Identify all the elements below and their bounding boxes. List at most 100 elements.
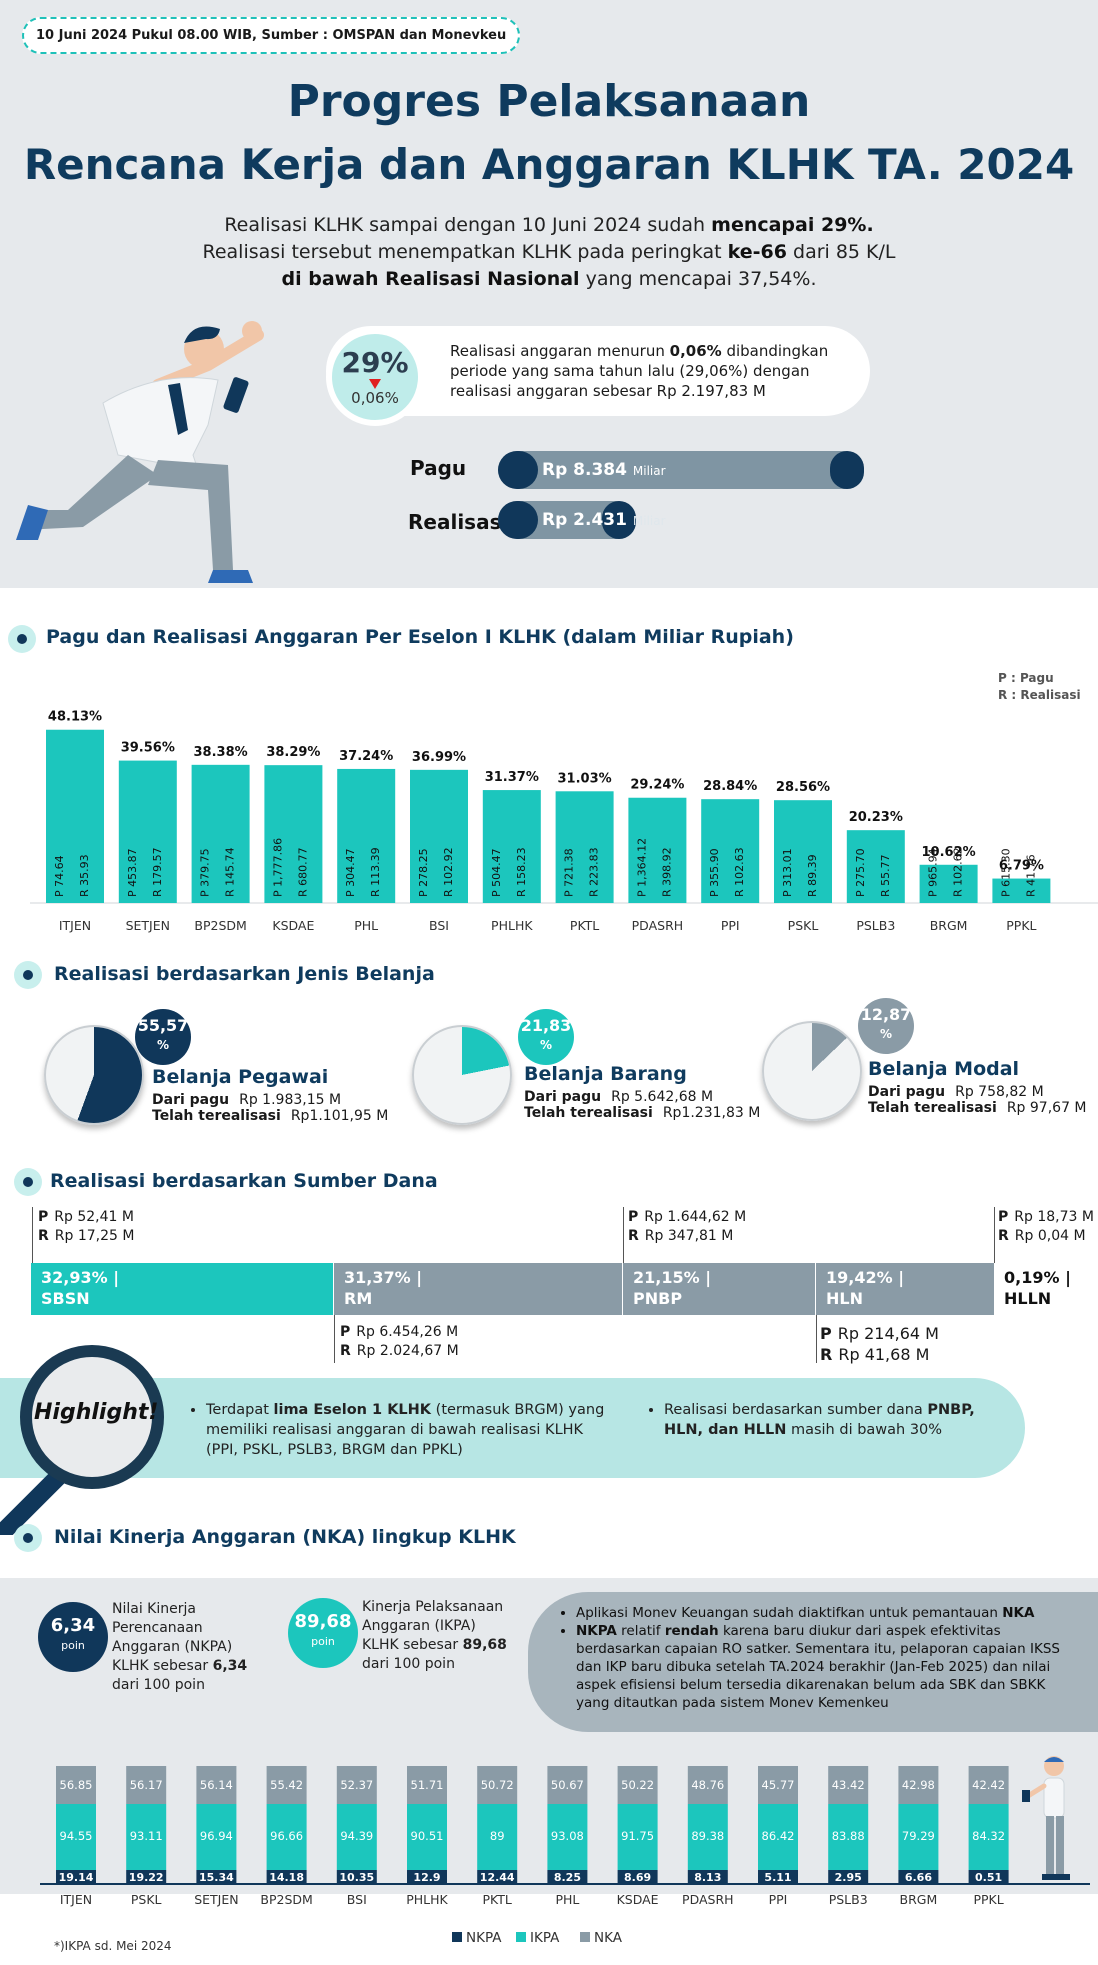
nkpa-bar: [196, 1870, 237, 1884]
ikpa-bar: [898, 1804, 939, 1870]
page-title-line1: Progres Pelaksanaan: [287, 76, 811, 127]
nka-bar: [56, 1766, 96, 1804]
eselon-percent-label: 28.84%: [703, 779, 757, 794]
eselon-category-label: PKTL: [570, 918, 599, 933]
nka-category-label: PHL: [555, 1892, 579, 1907]
nka-value-label: 50.22: [621, 1778, 654, 1792]
nkpa-badge: 6,34 poin: [38, 1602, 108, 1672]
nkpa-value-label: 8.13: [694, 1871, 721, 1884]
nka-value-label: 52.37: [340, 1778, 373, 1792]
nka-category-label: SETJEN: [194, 1892, 238, 1907]
ikpa-bar: [56, 1804, 96, 1870]
section-title-nka: Nilai Kinerja Anggaran (NKA) lingkup KLH…: [54, 1526, 516, 1548]
nkpa-value-label: 12.44: [480, 1871, 515, 1884]
belanja-percent-badge: 12,87%: [858, 998, 914, 1054]
nkpa-value-label: 8.25: [554, 1871, 581, 1884]
nkpa-bar: [617, 1870, 658, 1884]
eselon-realisasi-label: R 680.77: [296, 847, 309, 897]
ikpa-bar: [126, 1804, 167, 1870]
rm-connector: [334, 1315, 335, 1363]
pagu-bar-start: [498, 451, 538, 489]
nka-value-label: 50.67: [551, 1778, 584, 1792]
eselon-pagu-label: P 275.70: [854, 848, 867, 897]
pnbp-connector: [623, 1207, 624, 1263]
dana-segment-sbsn: 32,93% | SBSN: [31, 1263, 333, 1315]
nka-category-label: PSKL: [131, 1892, 162, 1907]
eselon-pagu-label: P 1,777.86: [271, 838, 284, 897]
eselon-percent-label: 39.56%: [121, 741, 175, 756]
belanja-values: Dari pagu Rp 5.642,68 M Telah terealisasi R…: [524, 1089, 761, 1121]
eselon-bar: [410, 769, 468, 903]
nka-category-label: ITJEN: [60, 1892, 92, 1907]
highlight-item-1: Terdapat lima Eselon 1 KLHK (termasuk BR…: [188, 1400, 618, 1460]
nka-bar: [758, 1766, 798, 1804]
nka-value-label: 50.72: [481, 1778, 514, 1792]
nka-value-label: 43.42: [832, 1778, 865, 1792]
nkpa-bar: [898, 1870, 939, 1884]
belanja-percent-badge: 55,57%: [135, 1009, 191, 1065]
eselon-percent-label: 36.99%: [412, 750, 466, 765]
ikpa-value-label: 89.38: [691, 1829, 724, 1843]
sbsn-connector: [32, 1207, 33, 1263]
legend-swatch: [580, 1932, 590, 1942]
ikpa-value-label: 94.55: [60, 1829, 93, 1843]
eselon-pagu-label: P 965.94: [927, 848, 940, 897]
eselon-category-label: BRGM: [930, 918, 968, 933]
nka-category-label: BRGM: [900, 1892, 938, 1907]
eselon-percent-label: 29.24%: [630, 778, 684, 793]
eselon-category-label: PDASRH: [632, 918, 684, 933]
eselon-realisasi-label: R 179.57: [151, 847, 164, 897]
legend-label: NKA: [594, 1930, 623, 1946]
realization-percent-badge: 29% 0,06%: [326, 328, 424, 426]
ikpa-value-label: 89: [490, 1829, 505, 1843]
eselon-realisasi-label: R 223.83: [588, 847, 601, 897]
nkpa-bar: [477, 1870, 518, 1884]
belanja-values: Dari pagu Rp 1.983,15 M Telah terealisasi R…: [152, 1092, 389, 1124]
ikpa-bar: [477, 1804, 518, 1870]
down-arrow-icon: [369, 379, 381, 389]
nkpa-bar: [968, 1870, 1009, 1884]
nka-bar: [828, 1766, 869, 1804]
nka-value-label: 48.76: [691, 1778, 724, 1792]
eselon-bar: [846, 830, 905, 903]
nkpa-value-label: 0.51: [975, 1871, 1002, 1884]
eselon-pagu-label: P 278.25: [417, 848, 430, 897]
nka-stacked-chart: 19.14 94.55 56.85 ITJEN 19.22 93.11 56.17 PSKL 1…: [40, 1766, 1090, 1946]
eselon-realisasi-label: R 102.92: [442, 847, 455, 897]
nkpa-value-label: 15.34: [199, 1871, 234, 1884]
nka-bar: [336, 1766, 377, 1804]
ikpa-description: Kinerja Pelaksanaan Anggaran (IKPA) KLHK…: [362, 1599, 507, 1672]
ikpa-bar: [617, 1804, 658, 1870]
eselon-percent-label: 37.24%: [339, 749, 393, 764]
eselon-pagu-label: P 379.75: [199, 848, 212, 897]
ikpa-bar: [968, 1804, 1009, 1870]
belanja-percent-badge: 21,83%: [518, 1009, 574, 1065]
eselon-percent-label: 38.38%: [194, 745, 248, 760]
eselon-category-label: PHLHK: [491, 918, 533, 933]
eselon-realisasi-label: R 55.77: [879, 854, 892, 897]
eselon-percent-label: 6.79%: [999, 859, 1044, 874]
nka-bar: [196, 1766, 237, 1804]
eselon-percent-label: 10.62%: [922, 845, 976, 860]
eselon-category-label: SETJEN: [126, 918, 170, 933]
ikpa-bar: [407, 1804, 447, 1870]
nka-value-label: 56.85: [60, 1778, 93, 1792]
source-badge: 10 Juni 2024 Pukul 08.00 WIB, Sumber : O…: [22, 17, 521, 54]
eselon-realisasi-label: R 398.92: [660, 847, 673, 897]
nkpa-value-label: 8.69: [624, 1871, 651, 1884]
highlight-item-2: Realisasi berdasarkan sumber dana PNBP, …: [646, 1400, 1006, 1440]
eselon-realisasi-label: R 113.39: [369, 847, 382, 897]
eselon-pagu-label: P 1,364.12: [635, 838, 648, 897]
nkpa-value-label: 19.22: [129, 1871, 164, 1884]
eselon-category-label: PPI: [721, 918, 740, 933]
section-bullet-icon: [14, 961, 42, 989]
nka-value-label: 55.42: [270, 1778, 303, 1792]
hlln-values: P Rp 18,73 M R Rp 0,04 M: [998, 1209, 1094, 1244]
ikpa-bar: [266, 1804, 307, 1870]
nkpa-value-label: 12.9: [413, 1871, 440, 1884]
person-illustration: [1022, 1756, 1070, 1880]
ikpa-value-label: 84.32: [972, 1829, 1005, 1843]
nka-bar: [617, 1766, 658, 1804]
eselon-realisasi-label: R 41.76: [1024, 854, 1037, 897]
highlight-band: [0, 1378, 1025, 1478]
